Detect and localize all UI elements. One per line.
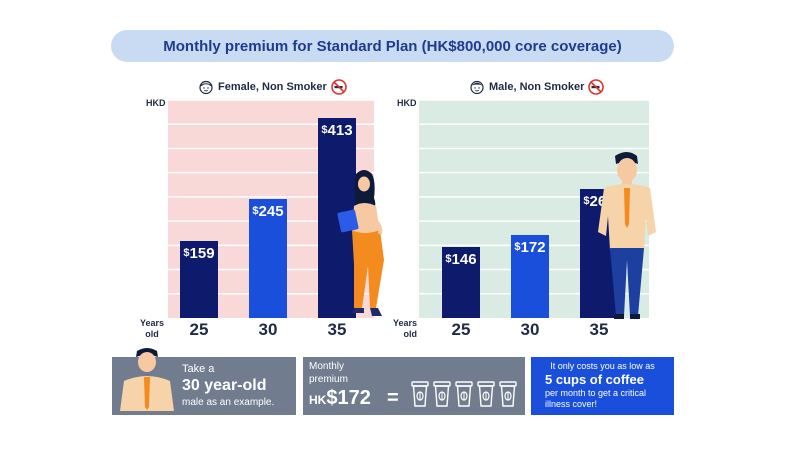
- female-y-axis-label: HKD: [146, 98, 166, 108]
- premium-amount: HK$172: [309, 387, 371, 410]
- man-avatar-illustration: [120, 348, 174, 411]
- years-text: Years: [393, 318, 418, 328]
- currency-symbol: $: [321, 123, 328, 136]
- old-text: old: [145, 329, 159, 339]
- premium-amount-value: $172: [326, 387, 371, 409]
- premium-line-1: Monthly: [309, 361, 345, 372]
- male-panel-label: Male, Non Smoker: [469, 79, 605, 95]
- male-x-tick-35: 35: [589, 320, 609, 339]
- premium-amount-prefix: HK: [309, 393, 327, 407]
- female-panel-label-text: Female, Non Smoker: [218, 81, 327, 93]
- currency-symbol: $: [252, 205, 259, 218]
- bar-value: 413: [327, 121, 353, 139]
- message-line-1: It only costs you as low as: [550, 361, 655, 371]
- bar-value: 159: [189, 244, 215, 262]
- female-x-tick-25: 25: [189, 320, 209, 339]
- bar-value: 172: [520, 238, 546, 256]
- coffee-cup-icon: [499, 381, 517, 407]
- male-bar-25: [442, 247, 480, 318]
- female-bar-label-25: $159: [178, 245, 220, 262]
- bar-value: 146: [451, 251, 477, 269]
- coffee-cup-icon: [477, 381, 495, 407]
- coffee-cup-icon: [411, 381, 429, 407]
- man-illustration: [598, 152, 656, 319]
- coffee-cup-icon: [455, 381, 473, 407]
- old-text: old: [403, 329, 418, 339]
- female-bar-label-35: $413: [316, 122, 358, 139]
- message-line-4: illness cover!: [545, 399, 598, 409]
- no-smoking-icon: [588, 79, 605, 95]
- message-line-2: 5 cups of coffee: [545, 372, 644, 387]
- female-x-tick-30: 30: [258, 320, 278, 339]
- currency-symbol: $: [183, 246, 190, 259]
- female-face-icon: [199, 80, 213, 95]
- male-bar-30: [511, 234, 549, 318]
- no-smoking-icon: [331, 79, 347, 95]
- years-text: Years: [140, 318, 165, 328]
- male-bar-label-25: $146: [440, 251, 482, 268]
- female-bar-30: [249, 199, 287, 318]
- currency-symbol: $: [583, 195, 590, 208]
- male-panel-label-text: Male, Non Smoker: [489, 81, 585, 93]
- bar-value: 245: [258, 203, 284, 221]
- coffee-cup-icon: [433, 381, 451, 407]
- currency-symbol: $: [514, 240, 521, 253]
- male-x-tick-25: 25: [451, 320, 471, 339]
- female-bar-label-30: $245: [247, 203, 289, 220]
- example-line-2: 30 year-old: [182, 377, 267, 394]
- page-title: Monthly premium for Standard Plan (HK$80…: [111, 30, 674, 62]
- woman-illustration: [337, 170, 384, 316]
- male-x-tick-30: 30: [520, 320, 540, 339]
- message-line-3: per month to get a critical: [545, 388, 647, 398]
- example-box: Take a 30 year-old male as an example.: [112, 348, 296, 415]
- female-x-tick-35: 35: [327, 320, 347, 339]
- example-line-3: male as an example.: [182, 397, 275, 408]
- female-x-axis-label: Years old: [140, 318, 164, 340]
- coffee-message-box: It only costs you as low as 5 cups of co…: [531, 357, 674, 415]
- currency-symbol: $: [445, 253, 452, 266]
- premium-box: Monthly premium HK$172 =: [303, 357, 525, 415]
- male-bar-label-30: $172: [509, 239, 551, 256]
- male-face-icon: [470, 80, 484, 95]
- male-y-axis-label: HKD: [397, 98, 417, 108]
- male-x-axis-label: Years old: [393, 318, 417, 340]
- female-bar-25: [180, 240, 218, 318]
- female-panel-label: Female, Non Smoker: [198, 79, 347, 95]
- equals-sign: =: [387, 387, 399, 409]
- example-line-1: Take a: [182, 363, 215, 375]
- premium-line-2: premium: [309, 374, 348, 385]
- coffee-cups: [411, 379, 521, 409]
